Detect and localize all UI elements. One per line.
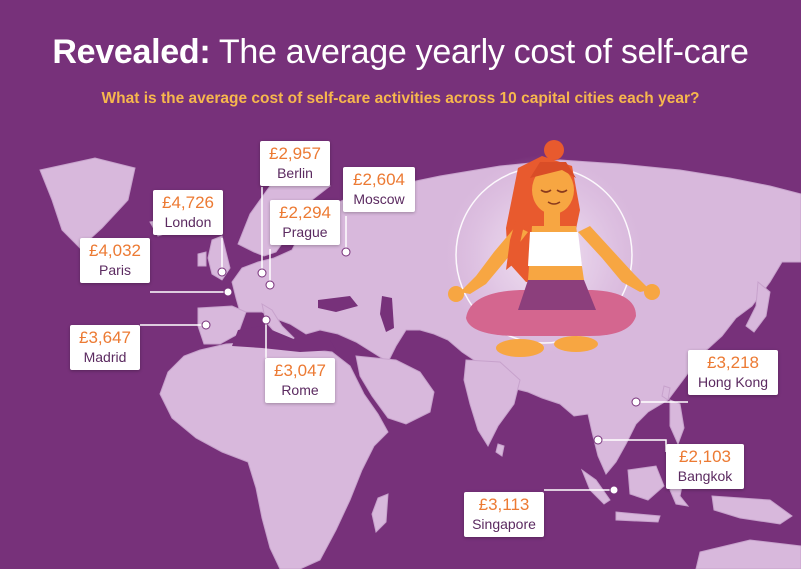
sri-lanka-landmass — [495, 443, 505, 457]
right-eye — [556, 189, 568, 193]
right-foot — [554, 336, 598, 352]
city-name: Prague — [282, 224, 328, 240]
leader-lines — [140, 187, 688, 491]
city-name: Rome — [281, 382, 319, 398]
hair-fringe — [530, 162, 576, 178]
mediterranean-sea — [232, 326, 336, 352]
sumatra-landmass — [580, 468, 611, 505]
marker-hongkong — [631, 397, 641, 407]
city-price: £3,047 — [274, 361, 326, 380]
right-hand — [644, 284, 660, 300]
right-arm — [578, 226, 650, 292]
page-title: Revealed: The average yearly cost of sel… — [0, 30, 801, 74]
madagascar-landmass — [371, 493, 389, 533]
india-landmass — [463, 359, 521, 448]
marker-bangkok — [593, 435, 603, 445]
marker-rome — [261, 315, 271, 325]
legs — [466, 290, 636, 336]
city-price: £2,957 — [269, 144, 321, 163]
city-name: Paris — [99, 262, 131, 278]
hair-strand — [506, 198, 530, 270]
taiwan-landmass — [661, 385, 671, 401]
city-price: £2,103 — [679, 447, 731, 466]
marker-prague — [265, 280, 275, 290]
japan-landmass — [745, 281, 771, 333]
city-price: £2,294 — [279, 203, 331, 222]
city-card-london: £4,726 London — [153, 190, 223, 235]
borneo-landmass — [627, 465, 665, 501]
caspian-sea — [380, 296, 394, 332]
city-card-moscow: £2,604 Moscow — [343, 167, 415, 212]
city-name: Madrid — [83, 349, 127, 365]
ireland-landmass — [197, 251, 207, 267]
city-price: £3,218 — [707, 353, 759, 372]
city-card-singapore: £3,113 Singapore — [464, 492, 544, 537]
left-eye — [540, 189, 552, 193]
smile — [547, 201, 561, 205]
marker-singapore — [609, 485, 619, 495]
city-card-rome: £3,047 Rome — [265, 358, 335, 403]
title-rest-part: The average yearly cost of self-care — [210, 33, 749, 71]
city-price: £4,726 — [162, 193, 214, 212]
city-card-madrid: £3,647 Madrid — [70, 325, 140, 370]
city-card-hongkong: £3,218 Hong Kong — [688, 350, 778, 395]
city-price: £3,647 — [79, 328, 131, 347]
city-card-bangkok: £2,103 Bangkok — [666, 444, 744, 489]
marker-moscow — [341, 247, 351, 257]
greenland-landmass — [39, 157, 136, 249]
city-card-berlin: £2,957 Berlin — [260, 141, 330, 186]
inland-seas — [232, 296, 394, 352]
city-name: Singapore — [472, 516, 536, 532]
left-foot — [496, 339, 544, 357]
city-price: £2,604 — [353, 170, 405, 189]
marker-paris — [223, 287, 233, 297]
java-landmass — [615, 511, 661, 523]
australia-landmass — [695, 539, 801, 569]
shorts — [518, 280, 596, 310]
title-bold-part: Revealed: — [52, 33, 211, 71]
city-name: London — [164, 214, 212, 230]
meditation-figure-icon — [448, 140, 660, 357]
city-name: Moscow — [353, 191, 405, 207]
hair-bun — [544, 140, 564, 160]
black-sea — [318, 296, 358, 312]
city-name: Berlin — [277, 165, 313, 181]
page-subtitle: What is the average cost of self-care ac… — [101, 90, 700, 107]
neck — [544, 210, 560, 226]
marker-london — [217, 267, 227, 277]
new-guinea-landmass — [711, 495, 793, 525]
left-hand — [448, 286, 464, 302]
philippines-landmass — [669, 399, 685, 446]
city-name: Bangkok — [677, 468, 733, 484]
sports-top — [528, 232, 582, 266]
city-markers — [201, 247, 641, 495]
city-price: £3,113 — [478, 495, 530, 514]
city-price: £4,032 — [89, 241, 141, 260]
city-name: Hong Kong — [697, 374, 769, 390]
arabia-landmass — [355, 355, 435, 425]
city-card-paris: £4,032 Paris — [80, 238, 150, 283]
marker-berlin — [257, 268, 267, 278]
iberia-landmass — [197, 305, 247, 345]
marker-madrid — [201, 320, 211, 330]
city-card-prague: £2,294 Prague — [270, 200, 340, 245]
face — [532, 166, 574, 214]
